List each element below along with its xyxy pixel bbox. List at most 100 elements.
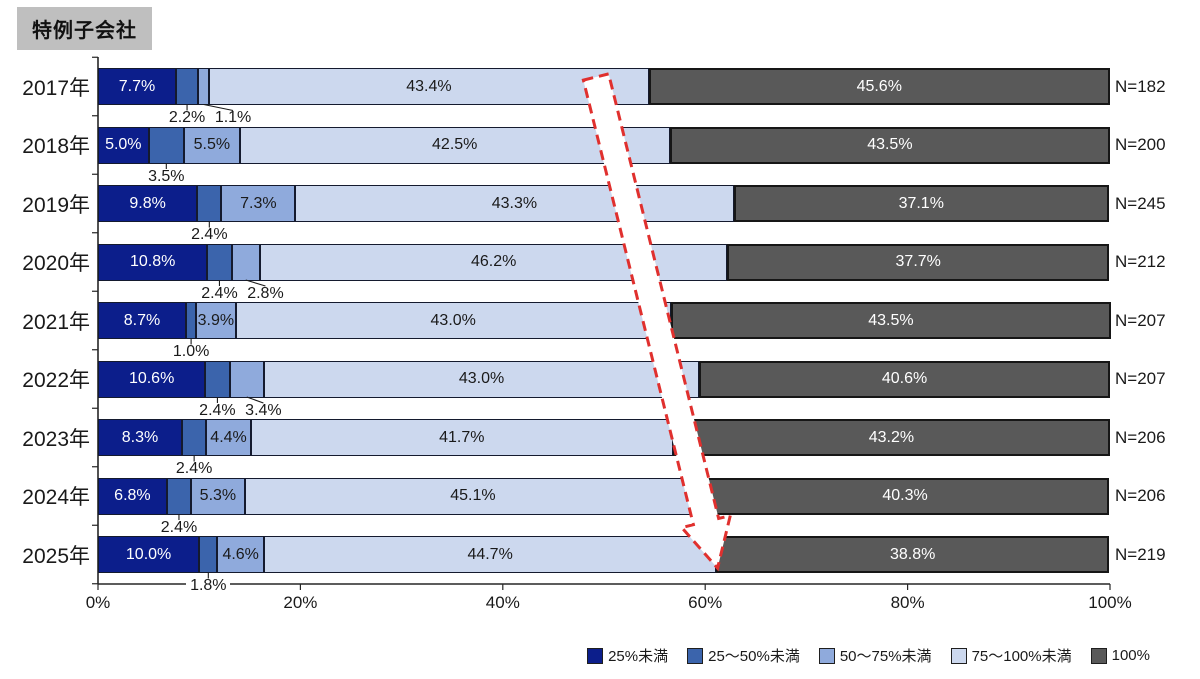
legend: 25%未満 25〜50%未満 50〜75%未満 75〜100%未満 100%: [587, 645, 1150, 666]
year-label: 2025年: [22, 544, 90, 568]
bar-segment: 40.6%: [699, 360, 1110, 398]
bar-segment: [197, 185, 222, 222]
legend-item: 25%未満: [587, 645, 668, 666]
segment-label: 43.2%: [868, 428, 915, 446]
x-axis-tick-label: 20%: [283, 593, 318, 612]
year-label: 2024年: [22, 486, 90, 509]
segment-label: 4.4%: [210, 428, 247, 446]
segment-label: 43.0%: [430, 311, 476, 329]
segment-label: 8.7%: [123, 311, 161, 329]
year-label: 2022年: [22, 369, 90, 392]
x-axis-tick-label: 0%: [85, 593, 111, 612]
legend-item: 75〜100%未満: [950, 645, 1072, 666]
year-label: 2019年: [22, 193, 90, 217]
below-label: 2.4%: [195, 401, 240, 420]
year-label: 2021年: [22, 310, 90, 334]
legend-label: 25〜50%未満: [708, 648, 800, 665]
bar-row: 9.8% 7.3% 43.3% 37.1%: [98, 185, 1110, 222]
segment-label: 42.5%: [432, 136, 478, 153]
bar-segment: [231, 243, 260, 281]
below-label: 2.4%: [197, 284, 242, 303]
segment-label: 10.6%: [128, 370, 175, 387]
below-label: 2.8%: [243, 284, 288, 303]
segment-label: 40.6%: [881, 370, 928, 387]
below-label: 2.2%: [165, 109, 210, 127]
legend-item: 100%: [1090, 647, 1150, 664]
below-label: 3.5%: [144, 167, 189, 186]
bar-segment: 45.1%: [244, 477, 702, 515]
segment-label: 43.5%: [868, 311, 914, 329]
bar-segment: 45.6%: [648, 68, 1110, 105]
segment-label: 40.3%: [882, 487, 928, 504]
n-label: N=212: [1115, 252, 1166, 271]
segment-label: 43.3%: [491, 194, 538, 212]
bar-segment: [207, 243, 232, 281]
segment-label: 5.3%: [199, 487, 237, 504]
n-label: N=206: [1115, 427, 1166, 447]
legend-swatch: [818, 647, 835, 664]
bar-segment: [229, 360, 264, 398]
bar-segment: [205, 360, 230, 398]
x-axis-tick-label: 100%: [1088, 593, 1132, 612]
bar-segment: 43.0%: [263, 360, 700, 398]
bar-segment: 9.8%: [98, 185, 198, 222]
below-label: 3.4%: [241, 401, 286, 420]
bar-row: 10.6% 43.0% 40.6%: [98, 360, 1110, 398]
bar-segment: 38.8%: [716, 536, 1109, 573]
n-label: N=219: [1115, 544, 1166, 564]
segment-label: 6.8%: [114, 487, 151, 504]
legend-label: 50〜75%未満: [839, 648, 932, 665]
legend-label: 100%: [1111, 647, 1150, 664]
bar-segment: 6.8%: [98, 477, 167, 515]
bar-segment: 44.7%: [263, 536, 717, 573]
legend-label: 25%未満: [608, 648, 669, 665]
bar-segment: [198, 68, 210, 105]
bar-segment: 43.2%: [672, 419, 1110, 456]
bar-segment: 5.0%: [98, 126, 149, 164]
x-axis-tick-label: 40%: [485, 593, 520, 612]
x-axis-tick-label: 80%: [890, 593, 925, 612]
n-label: N=207: [1115, 369, 1166, 388]
segment-label: 46.2%: [470, 253, 517, 270]
bar-segment: 43.5%: [670, 302, 1111, 339]
bar-segment: 43.0%: [235, 302, 671, 339]
legend-swatch: [587, 647, 604, 664]
segment-label: 37.7%: [895, 253, 941, 270]
bar-segment: [186, 302, 197, 339]
bar-segment: 43.5%: [669, 126, 1110, 164]
below-label: 2.4%: [156, 518, 201, 537]
bar-row: 10.8% 46.2% 37.7%: [98, 243, 1110, 281]
segment-label: 5.5%: [193, 136, 231, 153]
bar-segment: 8.7%: [98, 302, 187, 339]
segment-label: 8.3%: [121, 428, 159, 446]
bar-segment: 46.2%: [259, 243, 728, 281]
bar-row: 6.8% 5.3% 45.1% 40.3%: [98, 477, 1110, 515]
chart-title: 特例子会社: [17, 7, 152, 50]
segment-label: 38.8%: [889, 545, 936, 563]
bar-row: 8.7% 3.9% 43.0% 43.5%: [98, 302, 1111, 339]
bar-segment: 3.9%: [196, 302, 236, 339]
bar-row: 10.0% 4.6% 44.7% 38.8%: [98, 536, 1110, 573]
bar-segment: 41.7%: [250, 419, 673, 456]
n-label: N=182: [1115, 76, 1166, 96]
bar-row: 5.0% 5.5% 42.5% 43.5%: [98, 126, 1110, 164]
year-label: 2020年: [22, 252, 90, 275]
bar-segment: 4.6%: [217, 536, 264, 573]
segment-label: 5.0%: [105, 136, 142, 153]
bar-segment: [181, 419, 207, 456]
bar-segment: 40.3%: [701, 477, 1109, 515]
bar-segment: 10.8%: [98, 243, 208, 281]
segment-label: 45.6%: [856, 77, 902, 95]
segment-label: 43.0%: [458, 370, 505, 387]
below-label: 2.4%: [187, 226, 232, 244]
n-label: N=206: [1115, 486, 1166, 505]
bar-segment: 10.6%: [98, 360, 206, 398]
legend-swatch: [687, 647, 704, 664]
bar-segment: [199, 536, 218, 573]
below-label: 1.0%: [169, 343, 214, 361]
bar-segment: [166, 477, 192, 515]
legend-label: 75〜100%未満: [971, 648, 1072, 665]
segment-label: 45.1%: [450, 487, 496, 504]
segment-label: 3.9%: [197, 311, 235, 329]
